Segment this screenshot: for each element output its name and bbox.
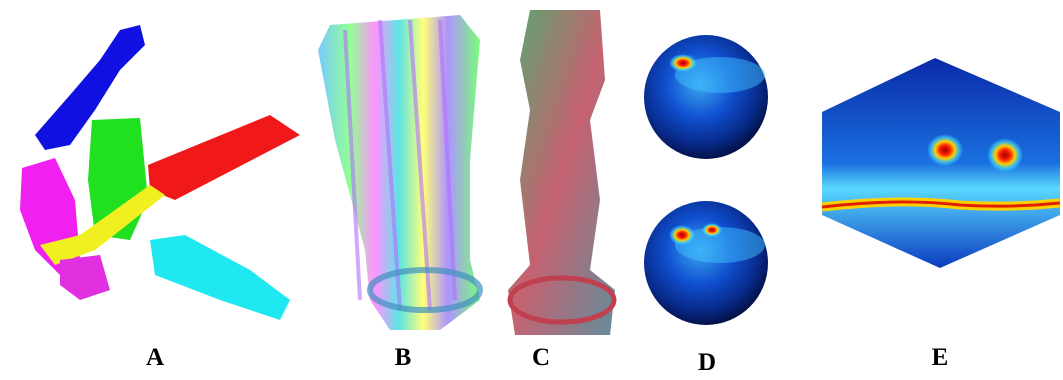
panel-d-image [644,35,768,325]
panel-label: B [395,344,412,371]
panel-label: D [698,349,716,375]
panel-a-image [20,25,300,320]
panel-label: C [532,344,550,371]
panel-b-image [318,15,480,330]
figure: A B C D E [0,0,1063,375]
panel-e-image [822,58,1060,268]
panel-label: A [146,344,164,371]
page: A B C D E (() => { const data = JSON.par… [0,0,1063,375]
panel-label: E [932,344,949,371]
panel-c-image [508,10,615,335]
